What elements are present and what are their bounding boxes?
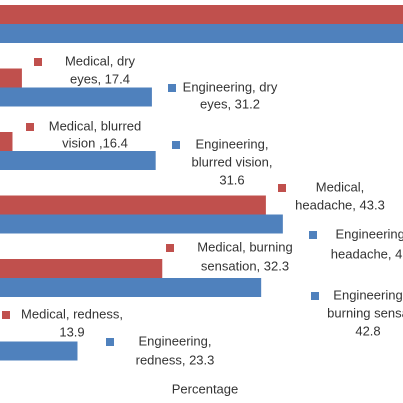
label-marker xyxy=(278,184,286,192)
data-label: eyes, 31.2 xyxy=(200,96,260,111)
data-label: burning sensa xyxy=(327,305,403,320)
label-marker xyxy=(172,141,180,149)
data-label: Medical, burning xyxy=(197,239,292,254)
data-label: Engineering, dry xyxy=(183,79,278,94)
label-marker xyxy=(2,311,10,319)
data-label: 13.9 xyxy=(59,324,84,339)
data-label: Medical, blurred xyxy=(49,118,142,133)
label-marker xyxy=(106,338,114,346)
x-axis-label: Percentage xyxy=(172,381,239,396)
label-marker xyxy=(309,231,317,239)
label-marker xyxy=(311,292,319,300)
data-label: eyes, 17.4 xyxy=(70,71,130,86)
label-marker xyxy=(34,58,42,66)
label-marker xyxy=(166,244,174,252)
bar xyxy=(0,214,283,234)
data-label: sensation, 32.3 xyxy=(201,258,289,273)
bar xyxy=(0,278,262,297)
data-label: headache, 45. xyxy=(331,246,403,261)
bar xyxy=(0,259,163,278)
bar xyxy=(0,24,403,43)
data-label: blurred vision, xyxy=(192,154,273,169)
bar xyxy=(0,132,13,151)
data-label: redness, 23.3 xyxy=(136,352,215,367)
data-label: Engineering, xyxy=(139,333,212,348)
bar xyxy=(0,87,152,107)
data-label: 31.6 xyxy=(219,172,244,187)
bar xyxy=(0,5,403,24)
data-label: Engineering, xyxy=(336,226,403,241)
bar xyxy=(0,151,156,170)
data-label: Medical, xyxy=(316,179,364,194)
data-label: Engineering xyxy=(333,287,402,302)
data-label: headache, 43.3 xyxy=(295,197,385,212)
bar xyxy=(0,195,266,215)
data-label: 42.8 xyxy=(355,323,380,338)
bar xyxy=(0,341,78,361)
data-label: Medical, dry xyxy=(65,53,136,68)
label-marker xyxy=(168,84,176,92)
data-label: vision ,16.4 xyxy=(62,135,128,150)
data-label: Engineering, xyxy=(196,136,269,151)
bar xyxy=(0,68,22,88)
label-marker xyxy=(26,123,34,131)
data-label: Medical, redness, xyxy=(21,306,123,321)
